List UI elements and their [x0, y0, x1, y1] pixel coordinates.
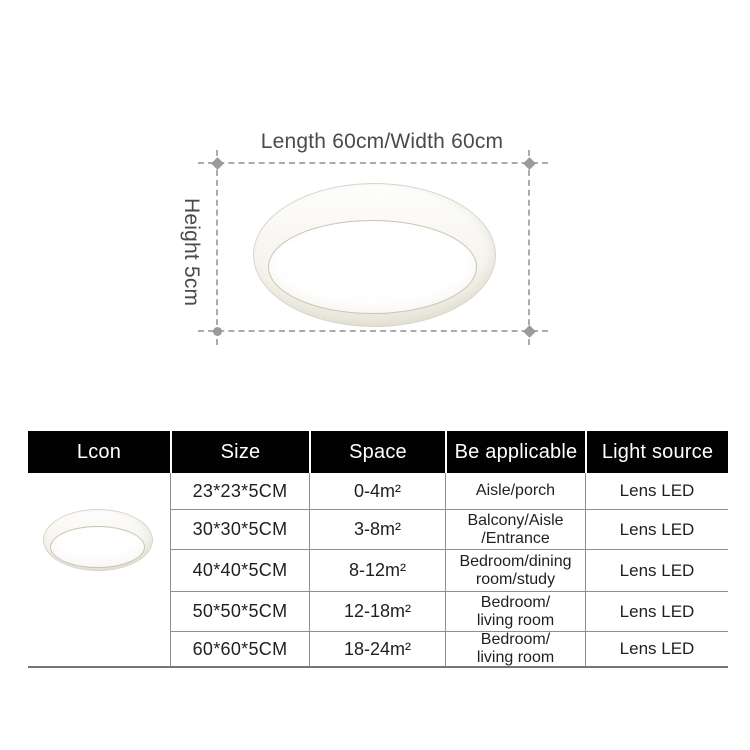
table-cell-space: 3-8m² — [309, 510, 445, 550]
table-cell-light: Lens LED — [585, 632, 728, 668]
corner-marker-icon — [213, 327, 222, 336]
table-cell-size: 50*50*5CM — [170, 592, 309, 632]
table-cell-size: 30*30*5CM — [170, 510, 309, 550]
table-cell-size: 23*23*5CM — [170, 473, 309, 510]
header-size: Size — [170, 431, 309, 473]
ceiling-lamp-diffuser — [268, 220, 477, 314]
header-icon: Lcon — [28, 431, 170, 473]
table-cell-space: 8-12m² — [309, 550, 445, 592]
corner-marker-icon — [523, 157, 536, 170]
spec-table: Lcon Size Space Be applicable Light sour… — [28, 431, 728, 668]
product-icon-cell — [28, 473, 170, 668]
table-cell-light: Lens LED — [585, 550, 728, 592]
table-cell-applicable: Aisle/porch — [445, 473, 585, 510]
header-applicable: Be applicable — [445, 431, 585, 473]
table-cell-space: 18-24m² — [309, 632, 445, 668]
dimension-line-top — [198, 162, 548, 164]
corner-marker-icon — [523, 325, 536, 338]
length-width-label: Length 60cm/Width 60cm — [260, 130, 504, 153]
table-cell-space: 0-4m² — [309, 473, 445, 510]
dimension-line-bottom — [198, 330, 548, 332]
ceiling-lamp-icon-diffuser — [50, 526, 145, 568]
ceiling-lamp-icon — [43, 509, 153, 571]
table-cell-size: 60*60*5CM — [170, 632, 309, 668]
table-cell-light: Lens LED — [585, 592, 728, 632]
table-cell-size: 40*40*5CM — [170, 550, 309, 592]
table-cell-applicable: Balcony/Aisle /Entrance — [445, 510, 585, 550]
table-cell-applicable: Bedroom/dining room/study — [445, 550, 585, 592]
table-cell-light: Lens LED — [585, 473, 728, 510]
table-cell-light: Lens LED — [585, 510, 728, 550]
table-cell-applicable: Bedroom/ living room — [445, 592, 585, 632]
header-light-source: Light source — [585, 431, 728, 473]
table-cell-applicable: Bedroom/ living room — [445, 631, 585, 668]
table-cell-space: 12-18m² — [309, 592, 445, 632]
height-label: Height 5cm — [180, 198, 203, 307]
corner-marker-icon — [211, 157, 224, 170]
dimension-line-left — [216, 150, 218, 345]
header-space: Space — [309, 431, 445, 473]
dimension-line-right — [528, 150, 530, 345]
ceiling-lamp-image — [253, 183, 496, 327]
